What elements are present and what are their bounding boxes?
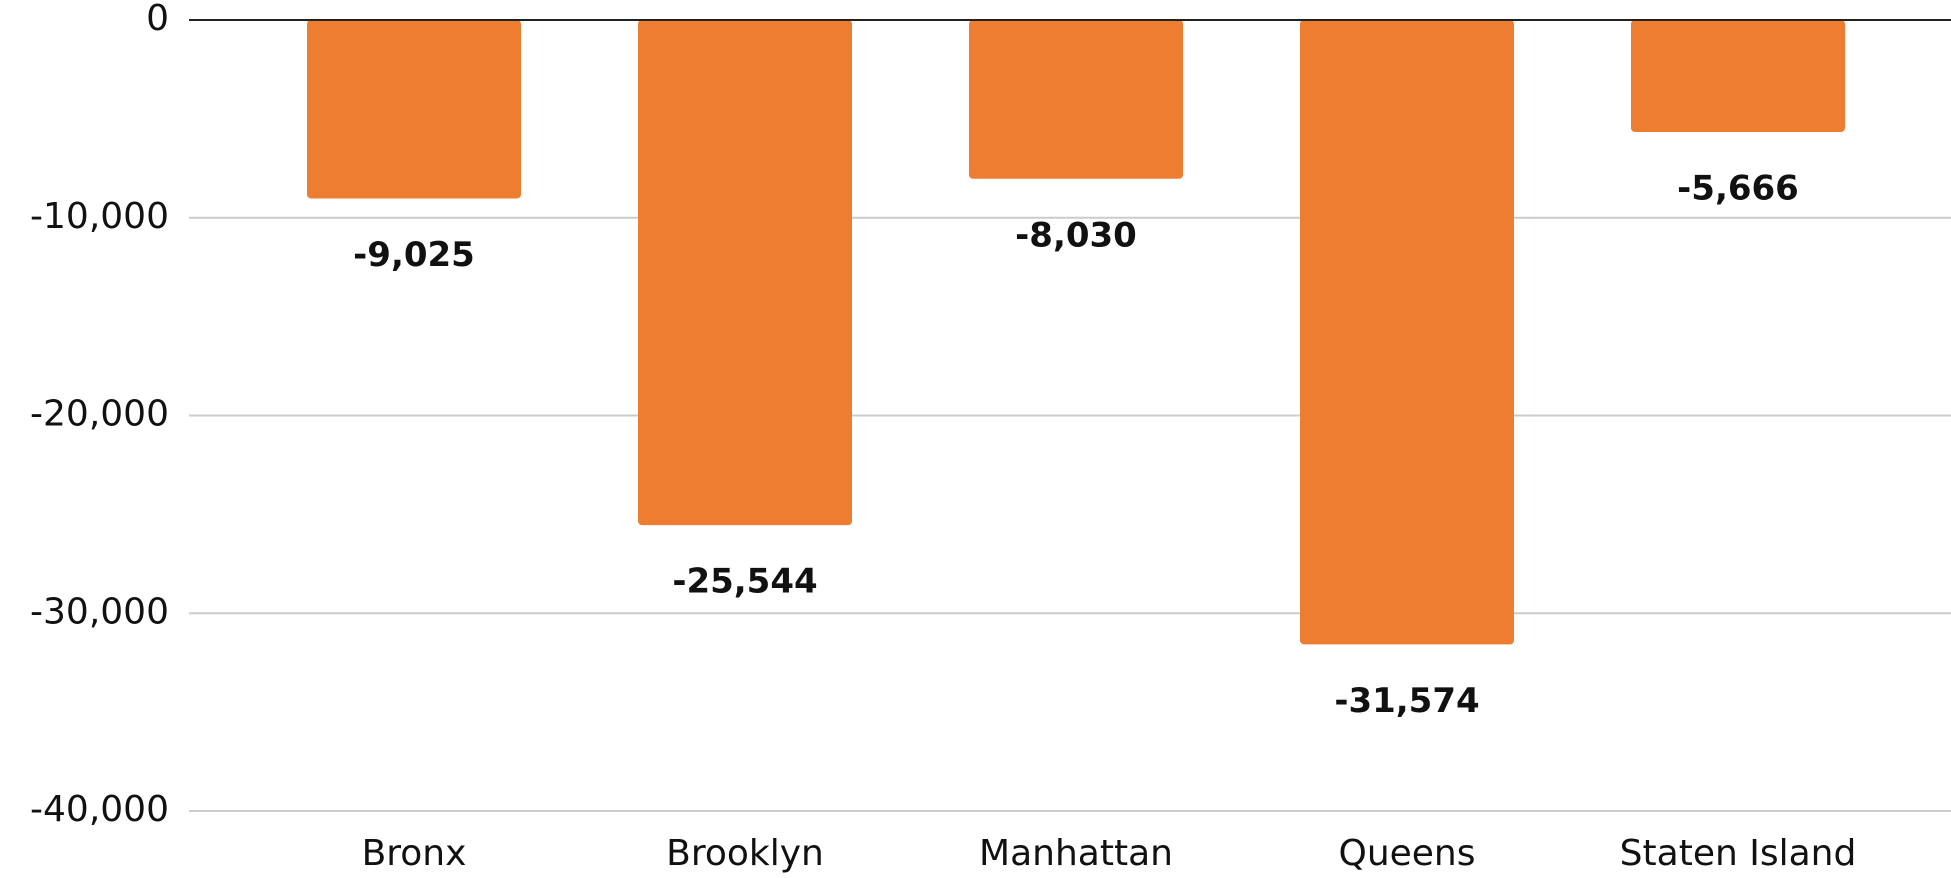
y-tick-label: -40,000 (30, 789, 169, 830)
x-tick-label: Queens (1338, 833, 1475, 874)
x-tick-label: Manhattan (979, 833, 1173, 874)
data-label: -31,574 (1334, 681, 1479, 721)
x-tick-label: Staten Island (1620, 833, 1857, 874)
x-tick-label: Bronx (362, 833, 467, 874)
bar (969, 20, 1183, 179)
bar (638, 20, 852, 526)
y-tick-label: -10,000 (30, 196, 169, 237)
y-tick-label: -30,000 (30, 591, 169, 632)
data-label: -9,025 (353, 235, 475, 275)
bar (1300, 20, 1514, 645)
x-tick-label: Brooklyn (666, 833, 824, 874)
y-tick-label: -20,000 (30, 394, 169, 435)
data-label: -8,030 (1015, 215, 1137, 255)
bar (1631, 20, 1845, 133)
data-label: -25,544 (672, 562, 817, 602)
y-tick-label: 0 (146, 0, 169, 39)
bar (307, 20, 521, 199)
data-label: -5,666 (1677, 169, 1799, 209)
